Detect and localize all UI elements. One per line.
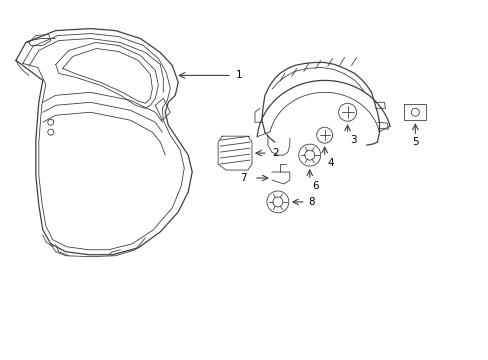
Text: 8: 8 [307,197,314,207]
Text: 5: 5 [411,137,418,147]
Text: 1: 1 [236,71,242,80]
Text: 3: 3 [350,135,356,145]
Text: 7: 7 [240,173,246,183]
Text: 6: 6 [312,181,319,191]
Text: 4: 4 [327,158,334,168]
Text: 2: 2 [271,148,278,158]
